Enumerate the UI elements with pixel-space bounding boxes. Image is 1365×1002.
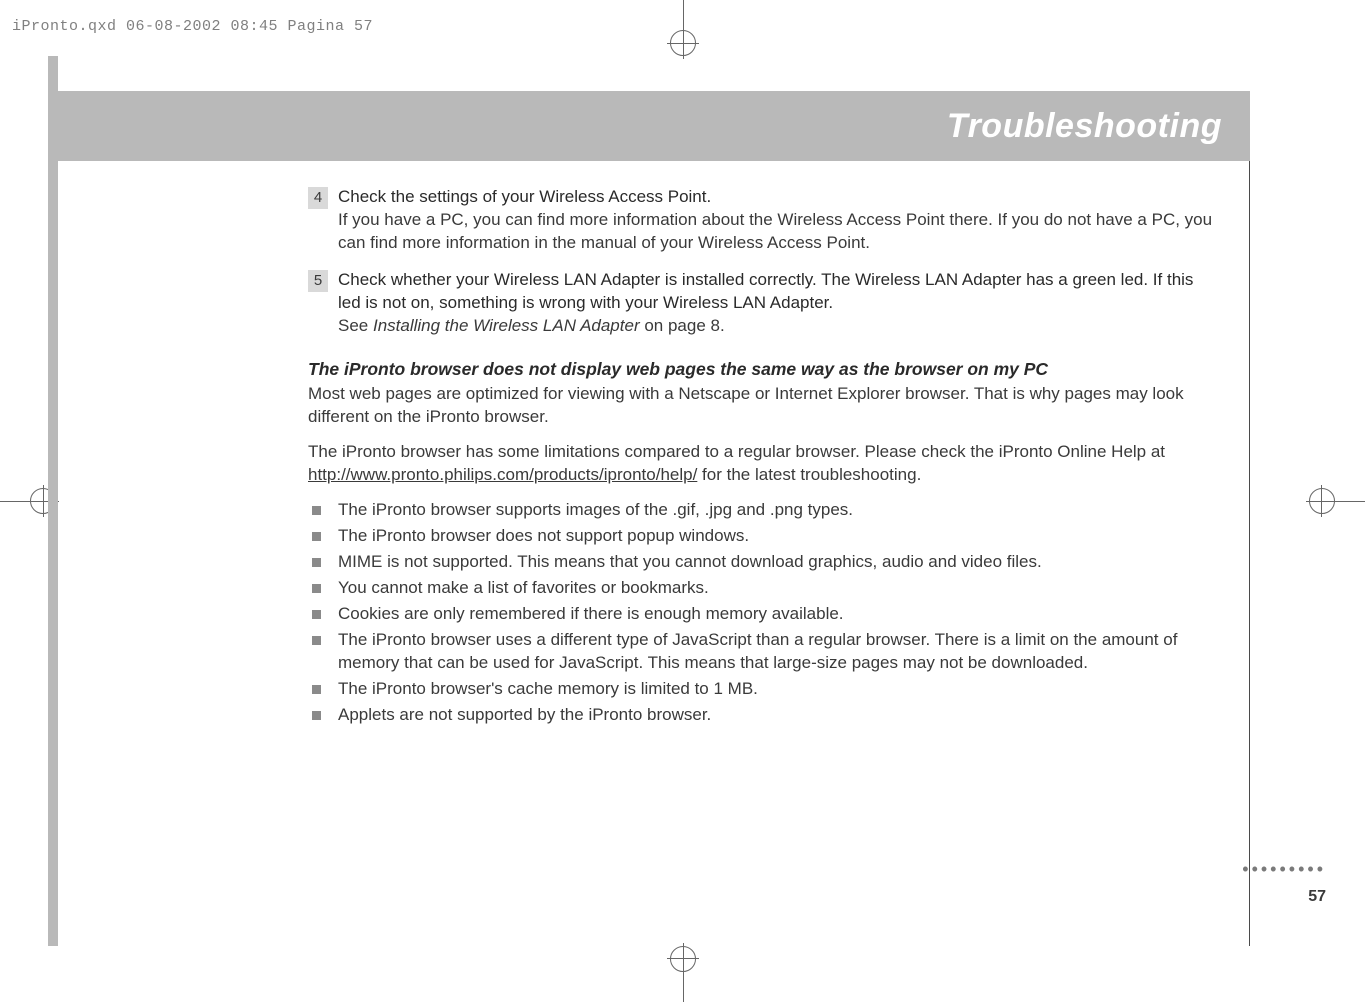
bullet-item: The iPronto browser does not support pop… xyxy=(308,525,1220,548)
step-text: If you have a PC, you can find more info… xyxy=(338,209,1220,255)
step-see: See Installing the Wireless LAN Adapter … xyxy=(338,315,1220,338)
see-prefix: See xyxy=(338,316,373,335)
step-5: 5 Check whether your Wireless LAN Adapte… xyxy=(308,269,1220,338)
step-4: 4 Check the settings of your Wireless Ac… xyxy=(308,186,1220,255)
page-title: Troubleshooting xyxy=(947,107,1222,146)
crop-mark-top xyxy=(663,0,703,56)
see-reference: Installing the Wireless LAN Adapter xyxy=(373,316,640,335)
paragraph-1: Most web pages are optimized for viewing… xyxy=(308,383,1220,429)
content-divider xyxy=(1249,161,1250,946)
left-bar xyxy=(48,56,58,946)
bullet-item: The iPronto browser supports images of t… xyxy=(308,499,1220,522)
step-number: 4 xyxy=(308,187,328,209)
step-title: Check the settings of your Wireless Acce… xyxy=(338,186,1220,209)
para2-prefix: The iPronto browser has some limitations… xyxy=(308,442,1165,461)
page-frame: Troubleshooting 4 Check the settings of … xyxy=(48,56,1250,946)
bullet-item: Applets are not supported by the iPronto… xyxy=(308,704,1220,727)
content-area: 4 Check the settings of your Wireless Ac… xyxy=(308,186,1220,729)
bullet-item: You cannot make a list of favorites or b… xyxy=(308,577,1220,600)
section-subhead: The iPronto browser does not display web… xyxy=(308,358,1220,382)
bullet-item: The iPronto browser uses a different typ… xyxy=(308,629,1220,675)
para2-suffix: for the latest troubleshooting. xyxy=(697,465,921,484)
title-band: Troubleshooting xyxy=(48,91,1250,161)
bullet-list: The iPronto browser supports images of t… xyxy=(308,499,1220,726)
step-title: Check whether your Wireless LAN Adapter … xyxy=(338,269,1220,315)
bullet-item: Cookies are only remembered if there is … xyxy=(308,603,1220,626)
page-dots-icon: ••••••••• xyxy=(1242,859,1326,880)
page-number-block: ••••••••• 57 xyxy=(1242,859,1326,906)
step-number: 5 xyxy=(308,270,328,292)
bullet-item: The iPronto browser's cache memory is li… xyxy=(308,678,1220,701)
bullet-item: MIME is not supported. This means that y… xyxy=(308,551,1220,574)
crop-mark-right xyxy=(1309,481,1365,521)
crop-mark-bottom xyxy=(663,946,703,1002)
print-header: iPronto.qxd 06-08-2002 08:45 Pagina 57 xyxy=(12,18,373,35)
see-suffix: on page 8. xyxy=(640,316,725,335)
help-link[interactable]: http://www.pronto.philips.com/products/i… xyxy=(308,465,697,484)
page-number: 57 xyxy=(1242,888,1326,906)
paragraph-2: The iPronto browser has some limitations… xyxy=(308,441,1220,487)
